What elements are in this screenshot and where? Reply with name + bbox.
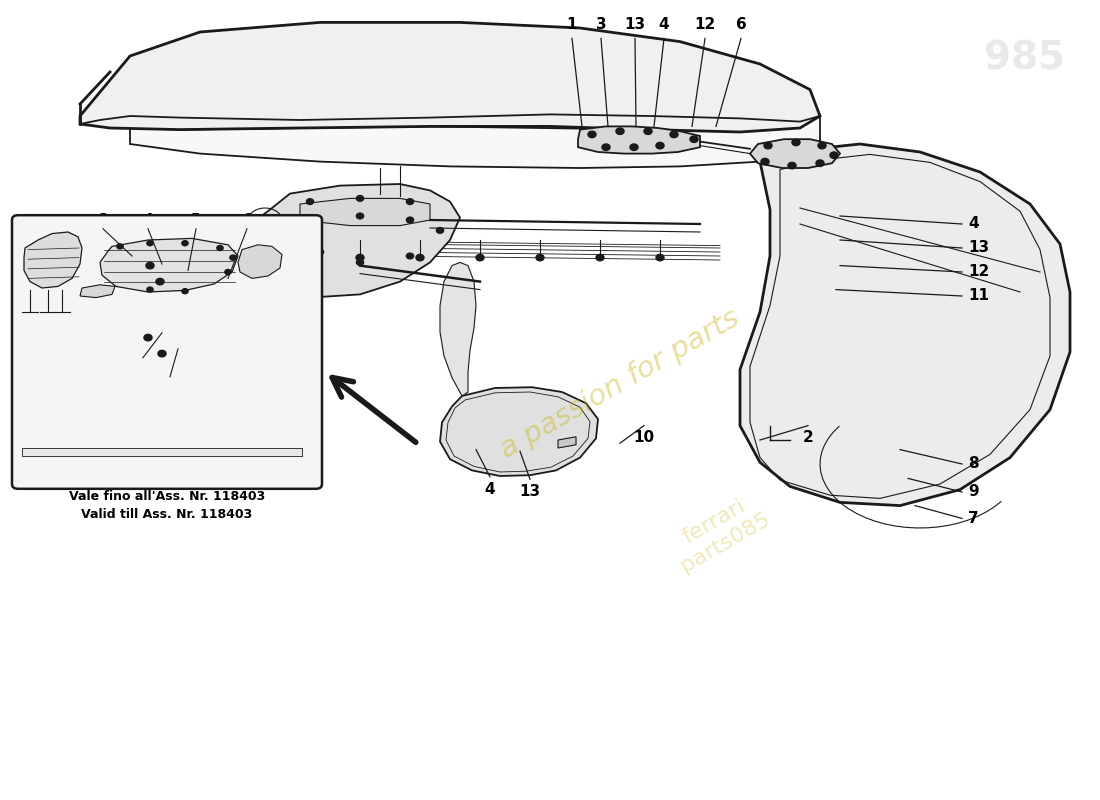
Circle shape	[644, 128, 652, 134]
Polygon shape	[578, 126, 700, 154]
Circle shape	[406, 217, 414, 223]
Text: 2: 2	[803, 430, 813, 446]
Polygon shape	[300, 198, 430, 226]
Circle shape	[307, 198, 314, 205]
Text: Valid till Ass. Nr. 118403: Valid till Ass. Nr. 118403	[81, 508, 253, 521]
Circle shape	[616, 128, 624, 134]
Circle shape	[158, 350, 166, 357]
Circle shape	[356, 213, 364, 219]
Text: 13: 13	[519, 484, 540, 499]
Circle shape	[224, 270, 231, 274]
Polygon shape	[130, 116, 820, 168]
Circle shape	[317, 249, 323, 255]
Polygon shape	[238, 245, 282, 278]
Circle shape	[156, 278, 164, 285]
Polygon shape	[440, 387, 598, 476]
Circle shape	[406, 198, 414, 205]
Circle shape	[182, 241, 188, 246]
Text: 12: 12	[968, 265, 989, 279]
Circle shape	[830, 152, 838, 158]
Circle shape	[670, 131, 678, 138]
Text: 11: 11	[968, 289, 989, 303]
Circle shape	[690, 136, 698, 142]
Polygon shape	[80, 22, 820, 132]
Text: 6: 6	[736, 17, 747, 32]
Circle shape	[792, 139, 800, 146]
Circle shape	[356, 259, 364, 266]
Circle shape	[356, 254, 364, 261]
Text: 7: 7	[968, 511, 979, 526]
Bar	[22, 448, 302, 456]
Circle shape	[763, 142, 772, 149]
Polygon shape	[750, 139, 840, 168]
Circle shape	[147, 287, 153, 292]
Text: 6: 6	[242, 212, 252, 226]
Text: 4: 4	[143, 212, 153, 226]
Circle shape	[536, 254, 544, 261]
Text: 5: 5	[165, 359, 175, 374]
Circle shape	[788, 162, 796, 169]
Circle shape	[596, 254, 604, 261]
Circle shape	[476, 254, 484, 261]
Text: 13: 13	[625, 17, 646, 32]
Circle shape	[437, 227, 443, 234]
Circle shape	[147, 241, 153, 246]
Text: 985: 985	[984, 40, 1065, 78]
Polygon shape	[558, 437, 576, 448]
Circle shape	[656, 142, 664, 149]
Circle shape	[406, 253, 414, 259]
Text: 8: 8	[968, 457, 979, 471]
Text: 3: 3	[596, 17, 606, 32]
Circle shape	[356, 195, 364, 202]
Text: 4: 4	[485, 482, 495, 497]
Circle shape	[182, 289, 188, 294]
Circle shape	[217, 246, 223, 250]
Text: 1: 1	[566, 17, 578, 32]
Circle shape	[416, 254, 424, 261]
Circle shape	[276, 229, 284, 235]
Text: 9: 9	[968, 485, 979, 499]
Circle shape	[307, 216, 314, 222]
Text: 4: 4	[139, 341, 147, 354]
Text: 10: 10	[634, 430, 654, 446]
Circle shape	[761, 158, 769, 165]
Text: 4: 4	[659, 17, 669, 32]
Text: 12: 12	[694, 17, 716, 32]
FancyBboxPatch shape	[12, 215, 322, 489]
Text: 13: 13	[968, 241, 989, 255]
Polygon shape	[100, 238, 238, 292]
Circle shape	[296, 254, 304, 261]
Text: a passion for parts: a passion for parts	[495, 304, 745, 464]
Circle shape	[630, 144, 638, 150]
Text: Vale fino all'Ass. Nr. 118403: Vale fino all'Ass. Nr. 118403	[69, 490, 265, 502]
Text: ferrari
parts085: ferrari parts085	[666, 488, 774, 576]
Polygon shape	[230, 184, 460, 298]
Circle shape	[146, 262, 154, 269]
Text: 4: 4	[968, 217, 979, 231]
Circle shape	[656, 254, 664, 261]
Circle shape	[818, 142, 826, 149]
Circle shape	[117, 244, 123, 249]
Polygon shape	[740, 144, 1070, 506]
Polygon shape	[440, 262, 476, 396]
Polygon shape	[24, 232, 82, 288]
Circle shape	[144, 334, 152, 341]
Circle shape	[602, 144, 610, 150]
Circle shape	[588, 131, 596, 138]
Text: 5: 5	[191, 212, 201, 226]
Text: 3: 3	[98, 212, 108, 226]
Circle shape	[230, 255, 236, 260]
Polygon shape	[80, 285, 116, 298]
Circle shape	[816, 160, 824, 166]
